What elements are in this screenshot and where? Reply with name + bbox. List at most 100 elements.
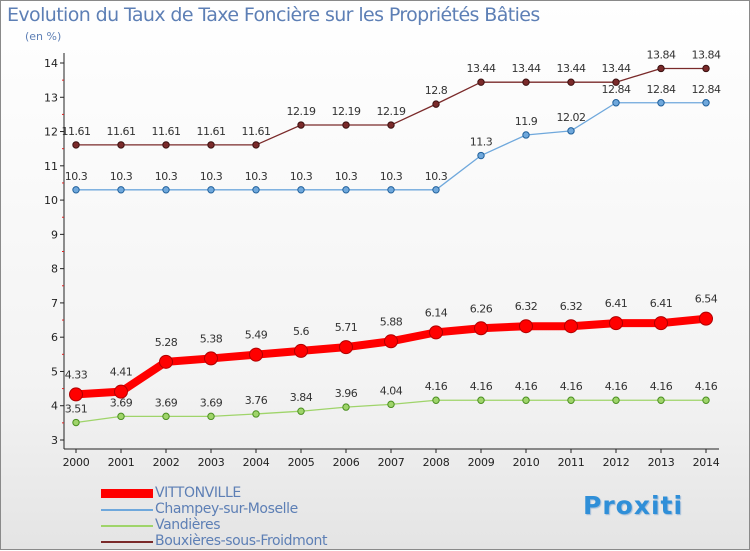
data-point-champey-sur-moselle — [567, 127, 575, 135]
y-tick-label: 6 — [51, 331, 58, 344]
x-tick-label: 2004 — [243, 456, 270, 469]
data-label-champey-sur-moselle: 10.3 — [65, 170, 88, 183]
data-label-vandi-res: 3.96 — [335, 387, 358, 400]
data-point-vandi-res — [612, 396, 620, 404]
data-label-bouxi-res-sous-froidmont: 13.44 — [557, 62, 586, 75]
data-point-champey-sur-moselle — [387, 186, 395, 194]
data-point-vittonville — [654, 316, 668, 331]
data-point-vittonville — [339, 340, 353, 355]
data-point-vandi-res — [477, 396, 485, 404]
data-point-champey-sur-moselle — [702, 99, 710, 107]
data-label-vittonville: 6.54 — [695, 293, 718, 306]
y-tick-label: 4 — [51, 400, 58, 413]
data-label-vandi-res: 4.16 — [470, 380, 493, 393]
data-point-vandi-res — [567, 396, 575, 404]
legend-swatch-vittonville — [101, 489, 153, 498]
data-label-bouxi-res-sous-froidmont: 12.19 — [332, 105, 361, 118]
data-label-champey-sur-moselle: 12.84 — [692, 83, 721, 96]
data-point-vandi-res — [162, 412, 170, 421]
data-label-vandi-res: 4.16 — [560, 380, 583, 393]
legend-swatch-bouxieres — [101, 541, 153, 543]
x-tick-label: 2005 — [288, 456, 315, 469]
data-label-champey-sur-moselle: 10.3 — [290, 170, 313, 183]
data-point-vittonville — [474, 321, 488, 336]
data-label-vittonville: 5.88 — [380, 315, 403, 328]
data-point-champey-sur-moselle — [117, 186, 125, 194]
data-label-champey-sur-moselle: 10.3 — [245, 170, 268, 183]
data-label-vandi-res: 3.76 — [245, 394, 268, 407]
data-label-champey-sur-moselle: 12.02 — [557, 111, 586, 124]
data-point-vandi-res — [207, 412, 215, 421]
x-tick-label: 2012 — [603, 456, 630, 469]
data-point-vittonville — [294, 343, 308, 358]
data-point-vittonville — [114, 384, 128, 399]
data-label-vittonville: 5.6 — [293, 325, 309, 338]
data-label-bouxi-res-sous-froidmont: 12.8 — [425, 84, 448, 97]
data-point-bouxi-res-sous-froidmont — [522, 78, 530, 86]
x-tick-label: 2001 — [108, 456, 135, 469]
y-tick-label: 13 — [44, 91, 58, 104]
data-point-bouxi-res-sous-froidmont — [162, 141, 170, 149]
data-label-vittonville: 6.41 — [650, 297, 673, 310]
data-label-vandi-res: 4.16 — [515, 380, 538, 393]
y-tick-label: 12 — [44, 126, 58, 139]
data-label-vittonville: 5.71 — [335, 321, 358, 334]
data-label-bouxi-res-sous-froidmont: 12.19 — [287, 105, 316, 118]
data-point-vittonville — [384, 334, 398, 349]
data-label-vittonville: 6.26 — [470, 302, 493, 315]
data-label-bouxi-res-sous-froidmont: 13.44 — [602, 62, 631, 75]
data-point-bouxi-res-sous-froidmont — [207, 141, 215, 149]
data-point-champey-sur-moselle — [522, 131, 530, 139]
x-tick-label: 2014 — [693, 456, 720, 469]
data-label-vandi-res: 4.16 — [650, 380, 673, 393]
x-tick-label: 2002 — [153, 456, 180, 469]
data-label-vittonville: 6.32 — [515, 300, 538, 313]
data-point-vittonville — [429, 325, 443, 340]
data-point-vandi-res — [342, 403, 350, 411]
data-point-champey-sur-moselle — [162, 186, 170, 194]
y-tick-label: 9 — [51, 228, 58, 241]
data-point-vittonville — [204, 351, 218, 366]
data-point-bouxi-res-sous-froidmont — [252, 141, 260, 149]
series-layer — [69, 64, 713, 427]
data-point-champey-sur-moselle — [612, 99, 620, 107]
x-tick-label: 2006 — [333, 456, 360, 469]
data-point-vandi-res — [297, 407, 305, 415]
y-tick-label: 8 — [51, 263, 58, 276]
data-point-bouxi-res-sous-froidmont — [117, 141, 125, 149]
data-label-bouxi-res-sous-froidmont: 11.61 — [242, 125, 271, 138]
data-label-champey-sur-moselle: 12.84 — [602, 83, 631, 96]
data-point-vittonville — [249, 347, 263, 362]
x-tick-label: 2009 — [468, 456, 495, 469]
data-label-vandi-res: 3.51 — [65, 403, 88, 416]
data-label-champey-sur-moselle: 10.3 — [335, 170, 358, 183]
data-label-vittonville: 4.41 — [110, 366, 133, 379]
data-point-champey-sur-moselle — [252, 186, 260, 194]
data-point-vandi-res — [522, 396, 530, 404]
data-label-champey-sur-moselle: 12.84 — [647, 83, 676, 96]
data-point-vittonville — [159, 354, 173, 369]
data-label-champey-sur-moselle: 10.3 — [425, 170, 448, 183]
legend-label-bouxieres: Bouxières-sous-Froidmont — [155, 533, 328, 549]
y-axis-unit: (en %) — [25, 30, 62, 43]
data-point-champey-sur-moselle — [72, 186, 80, 194]
data-point-champey-sur-moselle — [297, 186, 305, 194]
data-label-vandi-res: 4.16 — [605, 380, 628, 393]
data-point-bouxi-res-sous-froidmont — [297, 121, 305, 129]
data-point-vandi-res — [432, 396, 440, 404]
data-point-bouxi-res-sous-froidmont — [342, 121, 350, 129]
data-point-vittonville — [699, 311, 713, 326]
data-label-vittonville: 5.28 — [155, 336, 178, 349]
x-tick-label: 2008 — [423, 456, 450, 469]
data-label-bouxi-res-sous-froidmont: 11.61 — [62, 125, 91, 138]
y-tick-label: 3 — [51, 434, 58, 447]
y-tick-label: 14 — [44, 57, 58, 70]
proxiti-logo: Proxiti — [583, 491, 684, 520]
data-label-vandi-res: 3.69 — [110, 396, 133, 409]
data-point-vandi-res — [117, 412, 125, 421]
data-label-champey-sur-moselle: 10.3 — [110, 170, 133, 183]
data-point-champey-sur-moselle — [477, 151, 485, 160]
data-label-vandi-res: 3.69 — [200, 396, 223, 409]
